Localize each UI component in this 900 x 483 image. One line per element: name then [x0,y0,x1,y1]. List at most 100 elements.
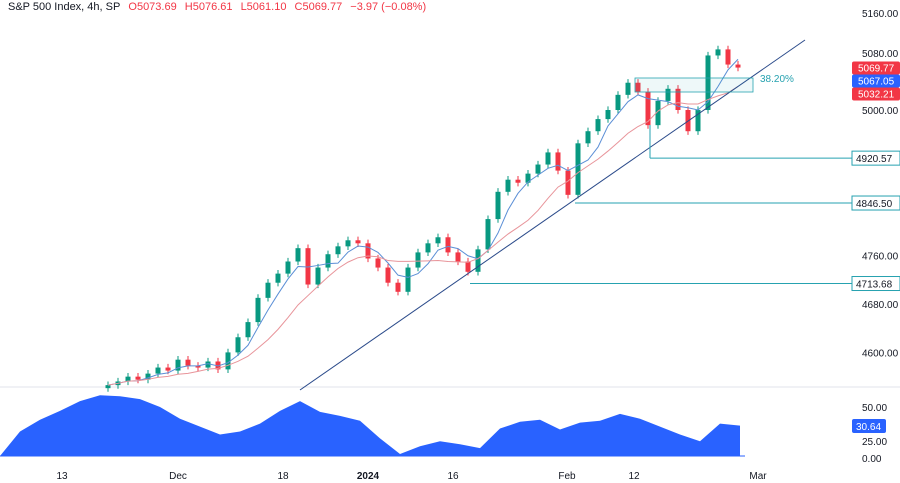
ohlc-open: O5073.69 [128,1,177,13]
indicator-tick: 25.00 [862,437,887,448]
price-tick: 4600.00 [862,348,899,359]
candle-body [575,143,581,195]
candle-body [445,237,451,253]
candle-body [295,248,301,262]
candle [245,318,251,341]
candle [185,356,191,370]
candle [735,60,741,72]
candle [725,45,731,69]
candle [295,244,301,266]
candle [305,244,311,289]
chart-header: S&P 500 Index, 4h, SP O5073.69 H5076.61 … [8,1,431,13]
candle-body [635,82,641,92]
candle-body [275,273,281,283]
indicator-area [0,395,740,456]
candle-body [215,361,221,370]
candle [255,294,261,326]
candle [385,263,391,287]
candle-body [255,297,261,323]
ma-fast-line [107,58,739,386]
moving-averages [107,58,739,386]
candle-body [415,252,421,268]
candle-body [325,254,331,268]
candle [465,257,471,276]
time-tick: Mar [749,471,767,482]
candle-body [615,94,621,110]
candle-body [605,110,611,120]
candle [495,188,501,223]
candle [605,106,611,123]
candle [325,250,331,272]
fib-box[interactable] [634,77,754,93]
candle [575,139,581,199]
candle [265,279,271,302]
candles [105,45,741,392]
candle [135,373,141,384]
candle [175,356,181,375]
time-tick: 13 [56,471,68,482]
candle-body [625,82,631,95]
candle [315,263,321,289]
candle [225,348,231,374]
ohlc-change: −3.97 (−0.08%) [350,1,427,13]
price-tick: 5000.00 [862,106,899,117]
level-tag [851,150,900,166]
indicator-tick: 0.00 [862,454,882,465]
candle [375,254,381,272]
candle-body [705,55,711,110]
symbol-title: S&P 500 Index, 4h, SP [8,1,121,13]
indicator-tag-bg [852,419,886,433]
candle-body [565,170,571,195]
candle [655,97,661,129]
candle-body [665,88,671,101]
candle-body [465,261,471,272]
price-tick: 4760.00 [862,251,899,262]
candle-body [735,64,741,68]
candle [425,239,431,257]
candle [515,176,521,187]
candle-body [135,376,141,380]
time-axis: 13 Dec 18 2024 16 Feb 12 Mar [56,471,767,482]
candle [455,248,461,266]
levels: 4920.57 4846.50 4713.68 [470,125,900,292]
candle [475,245,481,276]
price-axis: 5160.00 5080.00 5000.00 4760.00 4680.00 4600.… [862,9,899,359]
candle [125,373,131,386]
candle-body [435,237,441,244]
candle-body [345,240,351,247]
candle-body [505,179,511,192]
trendline[interactable] [299,39,806,391]
candle-body [285,261,291,274]
candle [555,148,561,175]
candle-body [585,131,591,144]
candle-body [145,373,151,380]
candle-body [485,219,491,250]
indicator-last-value: 30.64 [856,422,881,433]
candle [285,257,291,278]
price-tag-bg [852,87,900,101]
candle-body [385,267,391,283]
candle-body [455,252,461,262]
candle-body [725,49,731,65]
candle [585,127,591,147]
candle-body [495,191,501,220]
candle [695,106,701,135]
candle-body [695,110,701,132]
candle-body [175,359,181,371]
price-tags: 5069.77 5067.05 5032.21 [852,61,900,101]
time-tick: Feb [558,471,576,482]
candle [595,115,601,135]
candle [645,88,651,129]
candle-body [225,352,231,370]
candle [535,160,541,178]
ohlc-low: L5061.10 [240,1,287,13]
time-tick: 12 [628,471,640,482]
level-label: 4846.50 [856,199,893,210]
candle-body [425,243,431,253]
candle-body [595,119,601,132]
candle-body [515,179,521,183]
price-tick: 5160.00 [862,9,899,20]
candle-body [355,240,361,244]
ohlc-close: C5069.77 [294,1,343,13]
